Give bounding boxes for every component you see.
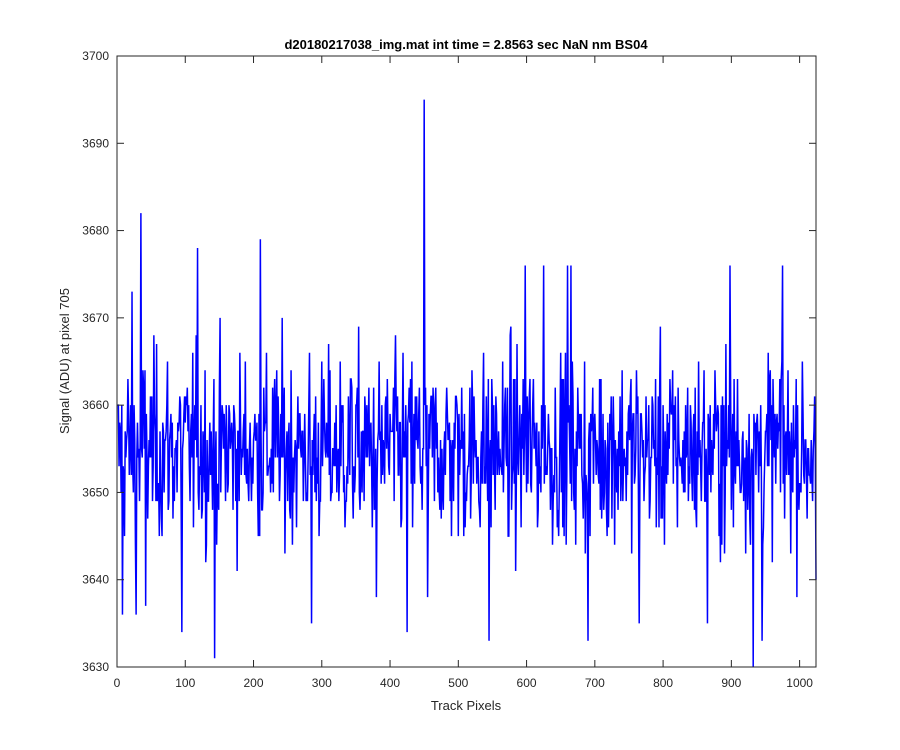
- y-tick-label: 3680: [82, 224, 109, 238]
- x-tick-label: 800: [653, 676, 673, 690]
- x-tick-label: 400: [380, 676, 400, 690]
- series-layer: [117, 99, 817, 668]
- y-tick-label: 3690: [82, 136, 109, 150]
- y-axis-label: Signal (ADU) at pixel 705: [57, 288, 72, 434]
- x-tick-label: 500: [448, 676, 468, 690]
- x-tick-label: 700: [585, 676, 605, 690]
- series-line: [117, 99, 817, 668]
- y-tick-label: 3670: [82, 311, 109, 325]
- y-tick-label: 3700: [82, 49, 109, 63]
- x-tick-label: 100: [175, 676, 195, 690]
- plot-area: [117, 56, 816, 667]
- y-tick-label: 3640: [82, 573, 109, 587]
- chart-title: d20180217038_img.mat int time = 2.8563 s…: [284, 37, 648, 52]
- y-axis: 3630 3640 3650 3660 3670 3680 3690 3700: [82, 49, 816, 674]
- x-tick-label: 0: [114, 676, 121, 690]
- x-tick-label: 900: [721, 676, 741, 690]
- y-tick-label: 3630: [82, 660, 109, 674]
- x-tick-label: 1000: [786, 676, 813, 690]
- y-tick-label: 3660: [82, 398, 109, 412]
- x-tick-label: 200: [244, 676, 264, 690]
- x-axis-label: Track Pixels: [431, 698, 502, 713]
- axes-box: [116, 55, 817, 668]
- x-axis: 0 100 200 300 400 500 600 700 800 900 1000: [114, 56, 813, 690]
- x-tick-label: 600: [517, 676, 537, 690]
- y-tick-label: 3650: [82, 485, 109, 499]
- x-tick-label: 300: [312, 676, 332, 690]
